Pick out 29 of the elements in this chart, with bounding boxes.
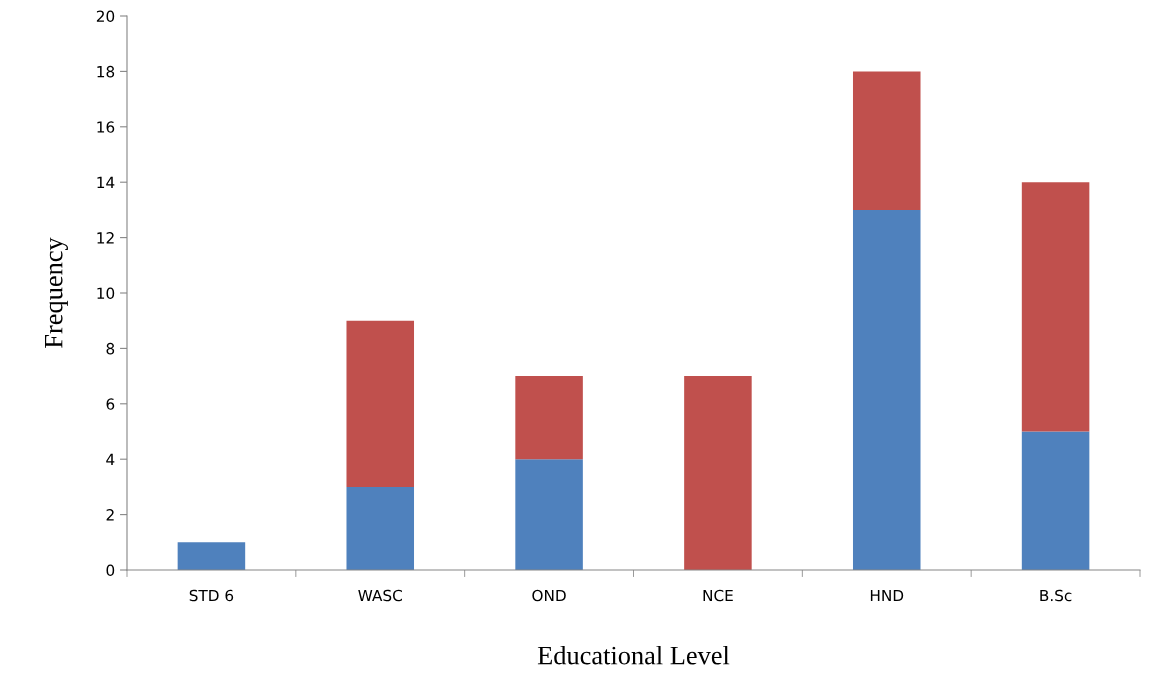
y-tick-label: 6 [106,398,115,410]
bar [177,542,246,570]
y-tick-label: 10 [97,287,115,300]
bar [346,320,415,487]
bar [1021,182,1090,432]
bar [852,209,921,570]
y-tick-label: 14 [97,176,115,188]
x-tick-label: OND [532,589,566,602]
bar [515,376,583,460]
y-tick-label: 18 [97,65,115,78]
y-tick-label: 8 [106,342,115,355]
x-tick-label: B.Sc [1040,589,1072,602]
bar [1021,431,1090,570]
y-axis-title: Frequency [45,237,68,348]
bar [852,71,921,210]
bar [346,486,415,570]
x-tick-label: HND [870,589,904,602]
bar [515,459,583,570]
y-tick-label: 0 [106,564,115,577]
y-tick-label: 20 [96,10,115,23]
bar [684,376,752,570]
x-tick-label: WASC [358,589,402,602]
x-tick-label: STD 6 [189,589,234,602]
y-tick-label: 16 [97,121,115,133]
y-tick-label: 12 [97,232,114,244]
x-tick-label: NCE [703,589,733,602]
y-tick-label: 2 [106,509,114,521]
x-axis-title: Educational Level [537,645,730,665]
y-tick-label: 4 [106,453,115,465]
